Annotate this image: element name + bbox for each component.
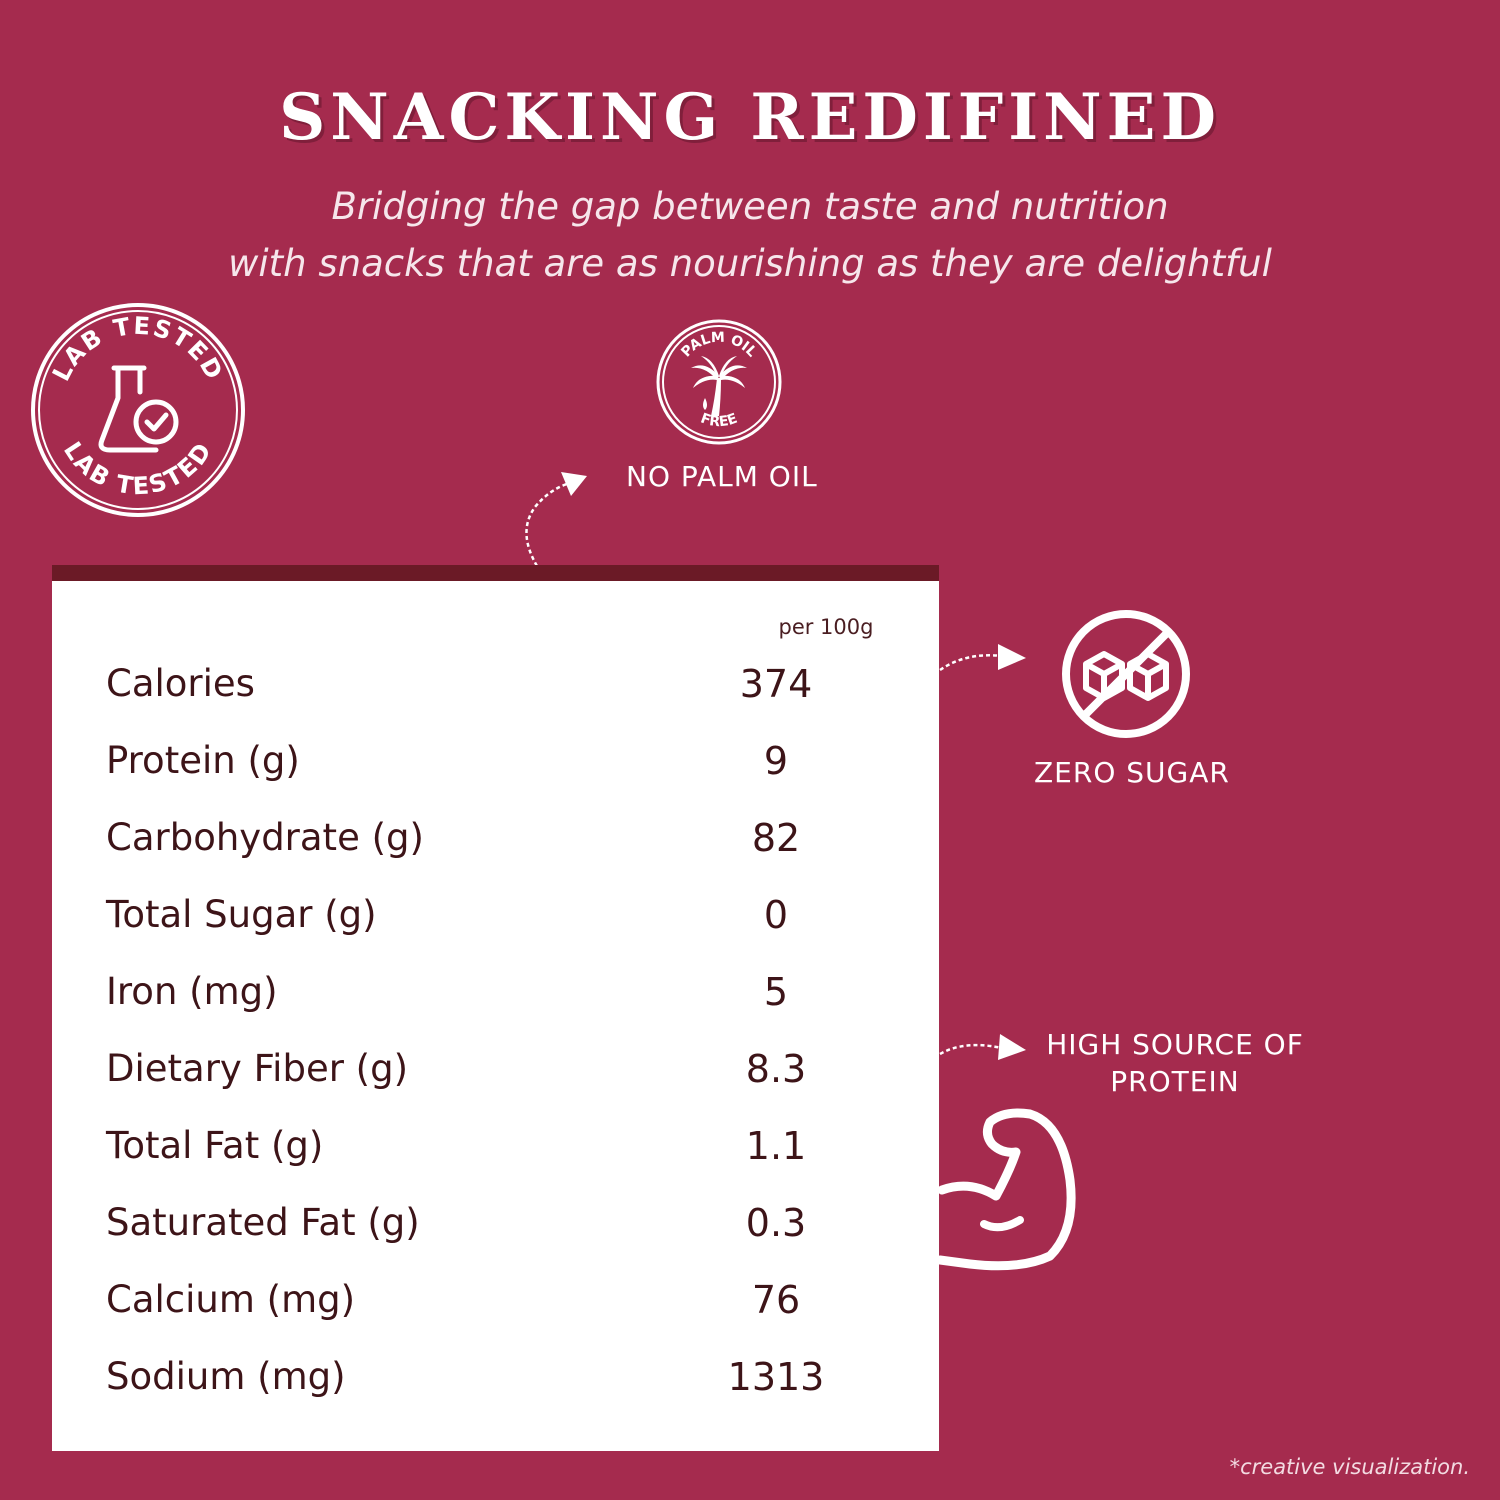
footnote: *creative visualization. <box>1229 1455 1470 1479</box>
nutrient-value: 76 <box>751 1278 801 1322</box>
nutrient-value: 8.3 <box>745 1047 807 1091</box>
nutrition-row: Total Sugar (g) 0 <box>52 880 939 950</box>
nutrient-name: Iron (mg) <box>106 970 278 1013</box>
nutrition-row: Iron (mg) 5 <box>52 957 939 1027</box>
nutrient-value: 1.1 <box>745 1124 807 1168</box>
nutrient-name: Calories <box>106 662 255 705</box>
nutrient-value: 0.3 <box>745 1201 807 1245</box>
no-sugar-cubes-icon <box>1062 610 1190 738</box>
nutrient-value: 374 <box>739 662 813 706</box>
sugar-arrow-icon <box>939 644 1026 672</box>
high-protein-line-2: PROTEIN <box>1110 1065 1240 1098</box>
tagline-line-2: with snacks that are as nourishing as th… <box>228 242 1272 285</box>
nutrient-value: 5 <box>763 970 789 1014</box>
nutrition-row: Saturated Fat (g) 0.3 <box>52 1188 939 1258</box>
nutrient-name: Saturated Fat (g) <box>106 1201 420 1244</box>
nutrient-name: Protein (g) <box>106 739 300 782</box>
page-title: SNACKING REDIFINED <box>279 80 1221 155</box>
tagline-line-1: Bridging the gap between taste and nutri… <box>331 185 1169 228</box>
nutrition-row: Total Fat (g) 1.1 <box>52 1111 939 1181</box>
nutrient-name: Total Fat (g) <box>106 1124 324 1167</box>
nutrient-value: 9 <box>763 739 789 783</box>
palm-arrow-icon <box>525 472 587 567</box>
nutrition-row: Calories 374 <box>52 649 939 719</box>
lab-flask-check-icon <box>98 365 179 453</box>
nutrition-row: Protein (g) 9 <box>52 726 939 796</box>
nutrient-name: Dietary Fiber (g) <box>106 1047 409 1090</box>
nutrition-panel: per 100g Calories 374 Protein (g) 9 Carb… <box>52 581 939 1451</box>
nutrient-value: 1313 <box>727 1355 825 1399</box>
nutrition-panel-bar <box>52 565 939 581</box>
nutrient-name: Sodium (mg) <box>106 1355 346 1398</box>
tagline: Bridging the gap between taste and nutri… <box>0 178 1500 292</box>
nutrient-value: 82 <box>751 816 801 860</box>
protein-arrow-icon <box>939 1034 1026 1060</box>
high-protein-line-1: HIGH SOURCE OF <box>1046 1028 1304 1061</box>
zero-sugar-label: ZERO SUGAR <box>1034 756 1230 789</box>
nutrition-row: Calcium (mg) 76 <box>52 1265 939 1335</box>
nutrition-row: Sodium (mg) 1313 <box>52 1342 939 1412</box>
per-100g-label: per 100g <box>778 615 874 639</box>
nutrient-name: Calcium (mg) <box>106 1278 356 1321</box>
nutrition-row: Dietary Fiber (g) 8.3 <box>52 1034 939 1104</box>
nutrient-name: Carbohydrate (g) <box>106 816 424 859</box>
nutrition-row: Carbohydrate (g) 82 <box>52 803 939 873</box>
nutrient-name: Total Sugar (g) <box>106 893 377 936</box>
high-protein-label: HIGH SOURCE OF PROTEIN <box>1010 1026 1340 1100</box>
nutrient-value: 0 <box>763 893 789 937</box>
flexed-bicep-icon <box>935 1108 1076 1271</box>
palm-tree-icon <box>691 356 747 416</box>
no-palm-oil-label: NO PALM OIL <box>626 460 818 493</box>
lab-tested-badge: LAB TESTED LAB TESTED <box>31 303 245 517</box>
palm-oil-free-badge: PALM OIL FREE <box>656 319 782 445</box>
